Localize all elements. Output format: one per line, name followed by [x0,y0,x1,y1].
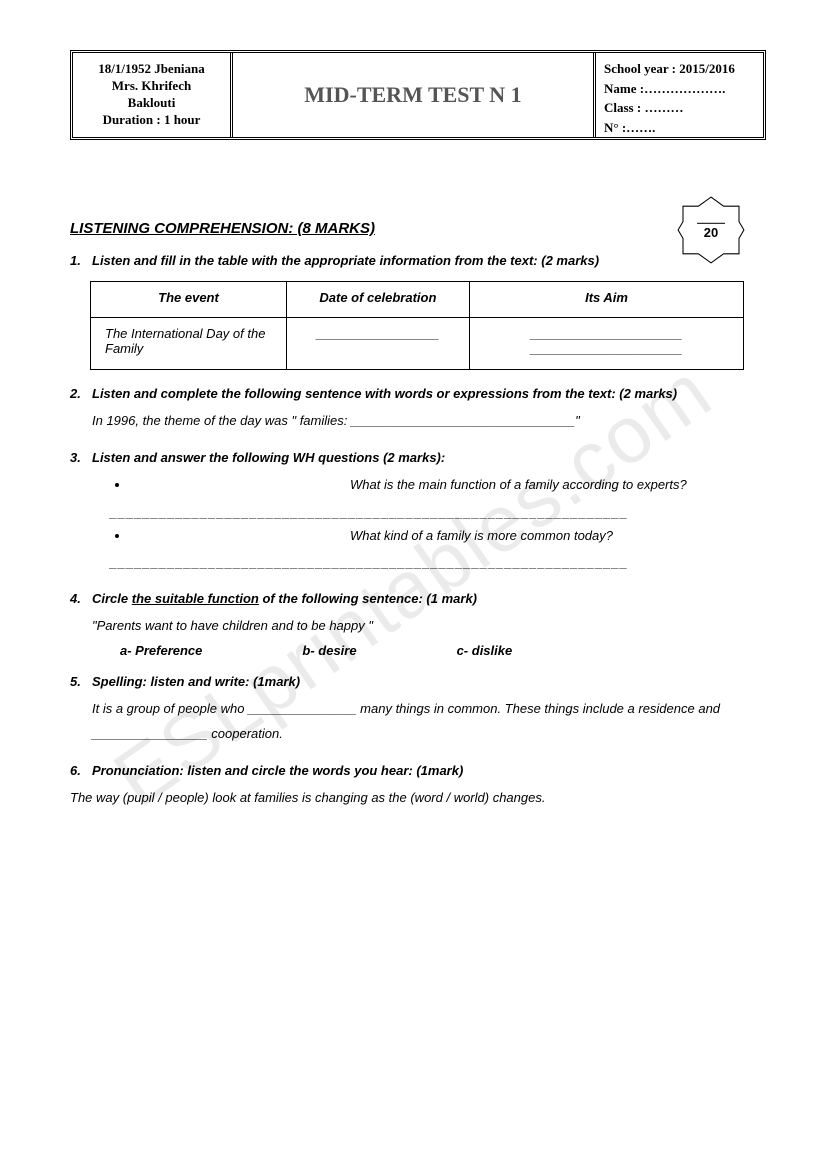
td-aim[interactable]: _____________________ __________________… [469,317,743,369]
score-badge: 20 [676,195,746,265]
td-event: The International Day of the Family [91,317,287,369]
hdr-line-4: Duration : 1 hour [83,112,220,129]
q4-post: of the following sentence: (1 mark) [259,591,477,606]
q3-b2: What kind of a family is more common tod… [130,524,766,547]
q4-prompt: 4. Circle the suitable function of the f… [70,589,766,609]
hdr-line-3: Baklouti [83,95,220,112]
q2-sentence[interactable]: In 1996, the theme of the day was " fami… [70,409,766,434]
th-aim: Its Aim [469,281,743,317]
q6-prompt: 6.Pronunciation: listen and circle the w… [70,761,766,781]
q5-prompt: 5.Spelling: listen and write: (1mark) [70,672,766,692]
q3-line2[interactable]: ________________________________________… [70,551,766,574]
q1-text: Listen and fill in the table with the ap… [92,251,599,271]
q4-sentence: "Parents want to have children and to be… [70,614,766,639]
q3-bullets2: What kind of a family is more common tod… [70,524,766,547]
q2-prompt: 2.Listen and complete the following sent… [70,384,766,404]
hdr-line-2: Mrs. Khrifech [83,78,220,95]
q6-text: Pronunciation: listen and circle the wor… [92,761,463,781]
td-date[interactable]: _________________ [286,317,469,369]
name-field[interactable]: Name :………………. [604,79,755,99]
q2-text: Listen and complete the following senten… [92,384,677,404]
q5-sentence[interactable]: It is a group of people who ____________… [70,697,766,746]
hdr-line-1: 18/1/1952 Jbeniana [83,61,220,78]
header-right: School year : 2015/2016 Name :………………. Cl… [593,53,763,137]
th-event: The event [91,281,287,317]
q5-text: Spelling: listen and write: (1mark) [92,672,300,692]
th-date: Date of celebration [286,281,469,317]
q3-prompt: 3.Listen and answer the following WH que… [70,448,766,468]
q3-b1: What is the main function of a family ac… [130,473,766,496]
q3-line1[interactable]: ________________________________________… [70,501,766,524]
class-field[interactable]: Class : ……… [604,98,755,118]
q3-bullets: What is the main function of a family ac… [70,473,766,496]
q1-table: The event Date of celebration Its Aim Th… [90,281,744,370]
opt-a[interactable]: a- Preference [120,643,202,658]
q3-text: Listen and answer the following WH quest… [92,448,445,468]
header-box: 18/1/1952 Jbeniana Mrs. Khrifech Baklout… [70,50,766,140]
q1-prompt: 1.Listen and fill in the table with the … [70,251,766,271]
school-year: School year : 2015/2016 [604,59,755,79]
header-left: 18/1/1952 Jbeniana Mrs. Khrifech Baklout… [73,53,233,137]
test-title: MID-TERM TEST N 1 [233,53,593,137]
q4-pre: Circle [92,591,132,606]
score-max: 20 [697,226,725,239]
q4-options[interactable]: a- Preference b- desire c- dislike [70,643,766,658]
number-field[interactable]: N° :……. [604,118,755,138]
q4-u: the suitable function [132,591,259,606]
q6-sentence[interactable]: The way (pupil / people) look at familie… [70,786,766,811]
section-title: LISTENING COMPREHENSION: (8 MARKS) [70,220,766,237]
opt-b[interactable]: b- desire [302,643,356,658]
opt-c[interactable]: c- dislike [457,643,513,658]
